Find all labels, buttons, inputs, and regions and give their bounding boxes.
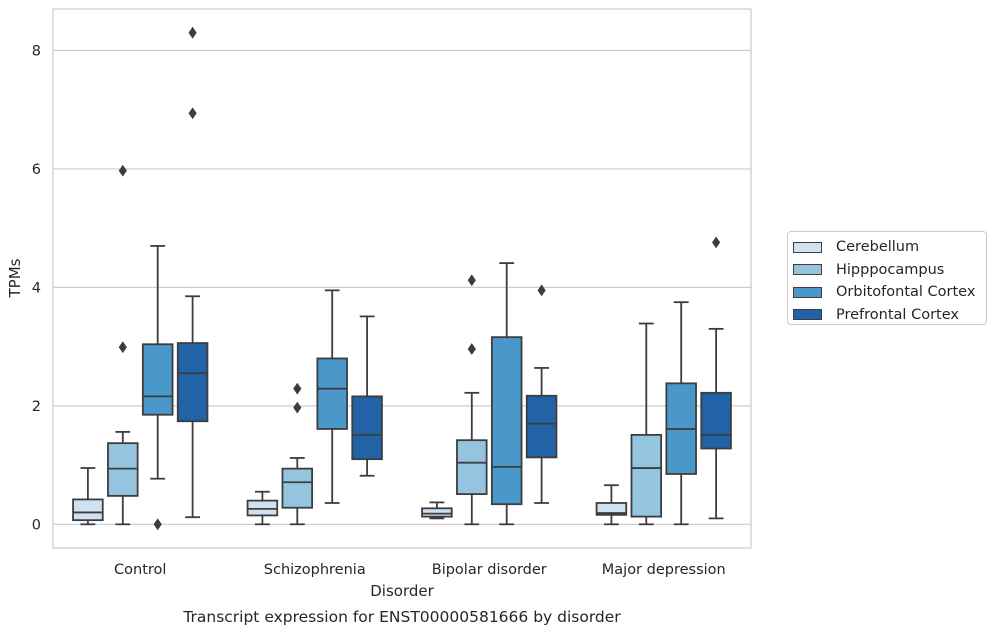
outlier-point: [118, 341, 127, 354]
legend-item-orbitofrontal: Orbitofontal Cortex: [793, 281, 986, 304]
box-iqr: [456, 439, 488, 496]
box-prefrontal-cortex-0: [176, 26, 209, 519]
outlier-point: [293, 382, 302, 395]
x-tick-labels: Control Schizophrenia Bipolar disorder Majo…: [114, 562, 726, 578]
legend-swatch: [793, 264, 822, 276]
legend-label: Hipppocampus: [836, 261, 945, 278]
legend-swatch: [793, 286, 822, 298]
box-hipppocampus-2: [456, 274, 488, 526]
box-cerebellum-3: [595, 484, 628, 526]
box-prefrontal-cortex-2: [525, 284, 558, 504]
outlier-point: [118, 164, 127, 177]
outlier-point: [293, 401, 302, 414]
outlier-point: [188, 107, 197, 120]
outlier-point: [712, 236, 721, 249]
x-tick-label: Control: [114, 562, 166, 578]
outlier-point: [467, 274, 476, 287]
box-cerebellum-0: [72, 467, 104, 526]
box-orbitofontal-cortex-0: [141, 245, 174, 531]
x-axis-label: Disorder: [370, 582, 434, 600]
box-hipppocampus-3: [630, 322, 663, 526]
chart-caption: Transcript expression for ENST0000058166…: [182, 608, 621, 626]
legend-swatch: [793, 241, 822, 253]
legend-item-hippocampus: Hipppocampus: [793, 259, 986, 282]
outlier-point: [467, 343, 476, 355]
box-iqr: [316, 357, 348, 430]
box-hipppocampus-1: [281, 382, 314, 526]
y-tick-labels: 0 2 4 6 8: [32, 43, 41, 533]
box-cerebellum-1: [246, 490, 279, 526]
outlier-point: [153, 518, 162, 531]
box-iqr: [490, 336, 523, 506]
box-iqr: [525, 394, 558, 459]
box-prefrontal-cortex-1: [351, 315, 383, 477]
box-prefrontal-cortex-3: [700, 236, 732, 520]
legend-swatch: [793, 309, 822, 321]
outlier-point: [537, 284, 546, 297]
box-orbitofontal-cortex-3: [665, 301, 697, 526]
legend-item-cerebellum: Cerebellum: [793, 236, 986, 259]
box-iqr: [421, 507, 453, 518]
box-hipppocampus-0: [107, 164, 139, 526]
y-tick-label: 2: [32, 399, 41, 415]
y-tick-label: 8: [32, 43, 41, 59]
legend-label: Orbitofontal Cortex: [836, 284, 976, 301]
box-iqr: [141, 343, 174, 416]
box-iqr: [281, 467, 314, 509]
legend-label: Prefrontal Cortex: [836, 306, 959, 323]
legend-item-prefrontal: Prefrontal Cortex: [793, 304, 986, 327]
plot-frame: [52, 8, 752, 549]
y-tick-label: 6: [32, 162, 41, 178]
boxes-layer: [72, 26, 732, 531]
y-tick-label: 0: [32, 517, 41, 533]
box-iqr: [72, 498, 104, 522]
outlier-point: [188, 26, 197, 39]
y-tick-label: 4: [32, 280, 41, 296]
box-iqr: [595, 502, 628, 516]
box-iqr: [700, 391, 732, 450]
box-iqr: [630, 433, 663, 518]
box-iqr: [351, 395, 383, 461]
legend: Cerebellum Hipppocampus Orbitofontal Cor…: [787, 231, 987, 325]
box-orbitofontal-cortex-1: [316, 289, 348, 504]
x-tick-label: Bipolar disorder: [432, 562, 547, 578]
y-axis-label: TPMs: [6, 258, 24, 298]
legend-label: Cerebellum: [836, 239, 920, 256]
x-tick-label: Schizophrenia: [264, 562, 366, 578]
box-cerebellum-2: [421, 501, 453, 520]
box-iqr: [176, 342, 209, 423]
x-tick-label: Major depression: [602, 562, 726, 578]
box-orbitofontal-cortex-2: [490, 262, 523, 526]
